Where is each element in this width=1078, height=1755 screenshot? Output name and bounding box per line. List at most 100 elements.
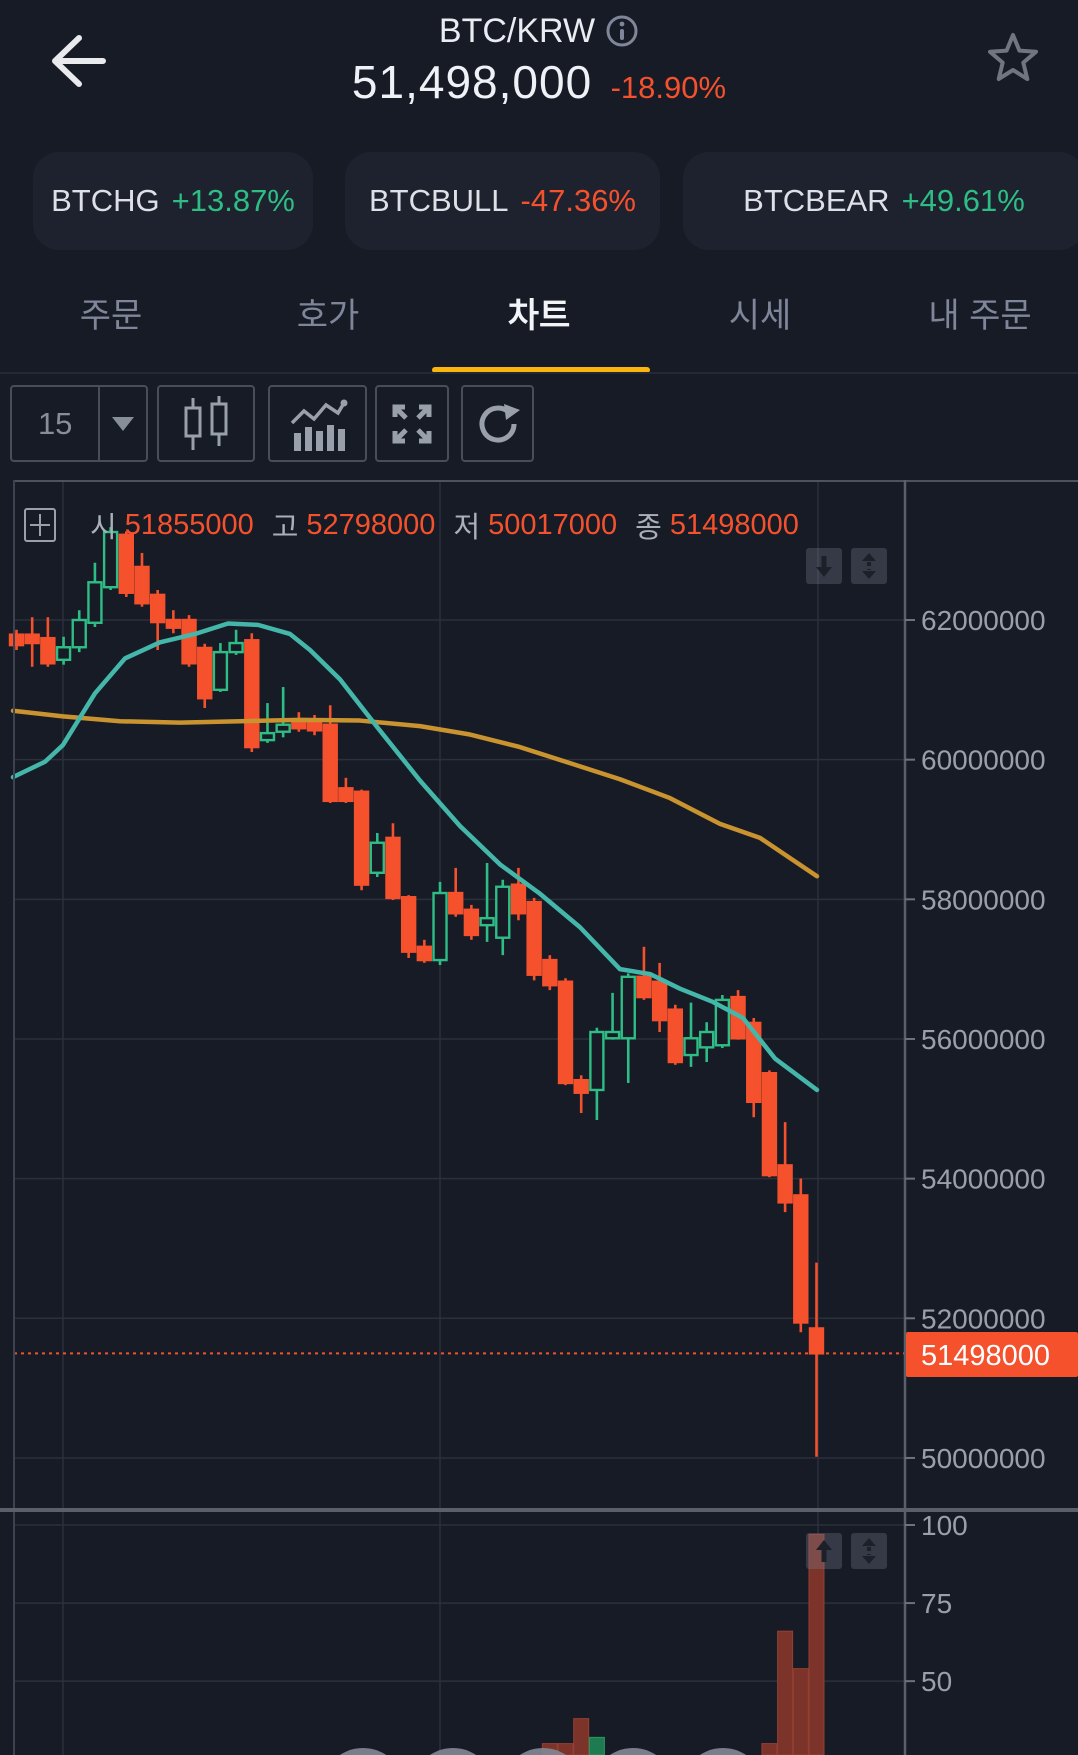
tab-market[interactable]: 시세 bbox=[728, 297, 792, 335]
chip-change: +13.87% bbox=[171, 183, 295, 218]
candle-body bbox=[557, 980, 574, 1085]
close-label: 종 bbox=[635, 512, 662, 544]
last-price-badge-text: 51498000 bbox=[921, 1340, 1050, 1372]
candle-body bbox=[87, 581, 103, 624]
current-price: 51,498,000 bbox=[351, 56, 593, 108]
candles-layer bbox=[8, 527, 825, 1457]
price-change-percent: -18.90% bbox=[610, 70, 727, 105]
candle-body bbox=[808, 1327, 825, 1355]
candle-body bbox=[620, 975, 636, 1040]
chart-style-button[interactable] bbox=[157, 385, 255, 462]
indicators-button[interactable] bbox=[268, 385, 367, 462]
candle-body bbox=[636, 975, 652, 999]
candle-body bbox=[197, 646, 213, 700]
candle-body bbox=[651, 980, 668, 1022]
tab-divider bbox=[0, 372, 1078, 374]
arrow-up-icon bbox=[816, 1540, 832, 1562]
volume-bar bbox=[761, 1743, 778, 1755]
chart-frame bbox=[0, 480, 1078, 1755]
candle-body bbox=[306, 720, 323, 732]
candle-body bbox=[510, 883, 527, 915]
candle-body bbox=[432, 891, 448, 962]
volume-bar bbox=[792, 1668, 809, 1755]
chart-action-button[interactable] bbox=[321, 1748, 405, 1755]
scroll-down-button[interactable] bbox=[806, 548, 842, 584]
candle-body bbox=[338, 787, 354, 803]
chart-action-button[interactable] bbox=[681, 1748, 765, 1755]
tab-my-orders[interactable]: 내 주문 bbox=[928, 297, 1032, 335]
crosshair-icon[interactable] bbox=[24, 508, 56, 542]
candle-body bbox=[667, 1008, 684, 1064]
candle-body bbox=[400, 896, 417, 953]
arrow-down-icon bbox=[816, 556, 832, 577]
tab-chart[interactable]: 차트 bbox=[507, 297, 571, 335]
candle-body bbox=[793, 1194, 809, 1324]
candle-body bbox=[244, 639, 260, 749]
candle-body bbox=[777, 1164, 793, 1204]
bottom-chart-buttons bbox=[321, 1748, 765, 1755]
candle-body bbox=[71, 618, 87, 649]
candle-body bbox=[385, 836, 401, 900]
arrow-up-down-icon bbox=[862, 1538, 876, 1564]
price-autoscale-button[interactable] bbox=[851, 548, 887, 584]
chart-action-button[interactable] bbox=[411, 1748, 495, 1755]
candle-body bbox=[369, 841, 385, 874]
indicators-icon bbox=[290, 399, 347, 451]
high-label: 고 bbox=[271, 512, 299, 544]
price-axis[interactable]: 62000000 60000000 58000000 56000000 54000000… bbox=[905, 605, 1046, 1697]
chart-action-button[interactable] bbox=[501, 1748, 585, 1755]
price-axis-label: 62000000 bbox=[921, 605, 1046, 636]
interval-dropdown-caret[interactable] bbox=[98, 387, 146, 460]
fullscreen-button[interactable] bbox=[375, 385, 449, 462]
pair-title-row: BTC/KRW bbox=[0, 12, 1078, 57]
volume-bar bbox=[808, 1533, 825, 1755]
candle-body bbox=[118, 533, 135, 594]
watch-chip-btchg[interactable]: BTCHG +13.87% bbox=[33, 152, 313, 250]
volume-axis-label: 50 bbox=[921, 1666, 952, 1697]
price-axis-label: 60000000 bbox=[921, 745, 1046, 776]
tab-order[interactable]: 주문 bbox=[79, 297, 143, 335]
chip-symbol: BTCHG bbox=[51, 183, 160, 218]
refresh-button[interactable] bbox=[461, 385, 534, 462]
candle-body bbox=[573, 1078, 589, 1094]
chip-change: +49.61% bbox=[901, 183, 1025, 218]
chip-change: -47.36% bbox=[520, 183, 636, 218]
chart-action-button[interactable] bbox=[591, 1748, 675, 1755]
close-value: 51498000 bbox=[669, 508, 799, 541]
candle-body bbox=[463, 908, 480, 937]
price-volume-chart[interactable]: 62000000 60000000 58000000 56000000 54000000… bbox=[0, 480, 1078, 1755]
low-value: 50017000 bbox=[488, 508, 618, 541]
candle-body bbox=[102, 530, 119, 589]
candle-body bbox=[40, 636, 56, 665]
volume-scroll-up-button[interactable] bbox=[806, 1533, 842, 1569]
tab-orderbook[interactable]: 호가 bbox=[296, 297, 360, 335]
price-axis-label: 52000000 bbox=[921, 1303, 1046, 1334]
price-axis-label: 56000000 bbox=[921, 1024, 1046, 1055]
candle-body bbox=[275, 723, 291, 733]
info-icon[interactable] bbox=[605, 14, 639, 57]
ma-fast-line bbox=[10, 621, 820, 1093]
candle-body bbox=[149, 593, 166, 624]
volume-autoscale-button[interactable] bbox=[851, 1533, 887, 1569]
low-label: 저 bbox=[453, 512, 481, 544]
back-button[interactable] bbox=[45, 32, 107, 90]
arrow-up-down-icon bbox=[862, 553, 876, 579]
volume-bar bbox=[777, 1630, 794, 1755]
volume-bar bbox=[573, 1718, 590, 1755]
interval-selector[interactable]: 15 bbox=[10, 385, 148, 462]
candle-body bbox=[698, 1030, 715, 1049]
volume-axis-label: 100 bbox=[921, 1510, 968, 1541]
favorite-star-icon[interactable] bbox=[985, 30, 1041, 86]
candle-body bbox=[322, 723, 338, 803]
candle-body bbox=[55, 646, 72, 662]
candle-body bbox=[683, 1037, 699, 1057]
watch-chip-btcbull[interactable]: BTCBULL -47.36% bbox=[345, 152, 660, 250]
grid-lines bbox=[14, 481, 905, 1755]
candlestick-icon bbox=[184, 395, 228, 450]
watch-chip-btcbear[interactable]: BTCBEAR +49.61% bbox=[683, 152, 1078, 250]
interval-value: 15 bbox=[37, 405, 73, 441]
chip-symbol: BTCBULL bbox=[368, 183, 509, 218]
candle-body bbox=[228, 641, 244, 654]
candle-body bbox=[134, 565, 150, 605]
